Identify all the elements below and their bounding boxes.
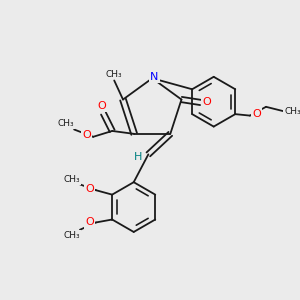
Text: CH₃: CH₃ [106, 70, 122, 79]
Text: CH₃: CH₃ [63, 175, 80, 184]
Text: O: O [85, 184, 94, 194]
Text: O: O [82, 130, 91, 140]
Text: O: O [85, 218, 94, 227]
Text: CH₃: CH₃ [63, 230, 80, 239]
Text: O: O [252, 109, 261, 119]
Text: O: O [98, 101, 106, 111]
Text: O: O [202, 98, 211, 107]
Text: CH₃: CH₃ [284, 107, 300, 116]
Text: CH₃: CH₃ [58, 119, 74, 128]
Text: N: N [150, 72, 158, 82]
Text: H: H [134, 152, 142, 162]
